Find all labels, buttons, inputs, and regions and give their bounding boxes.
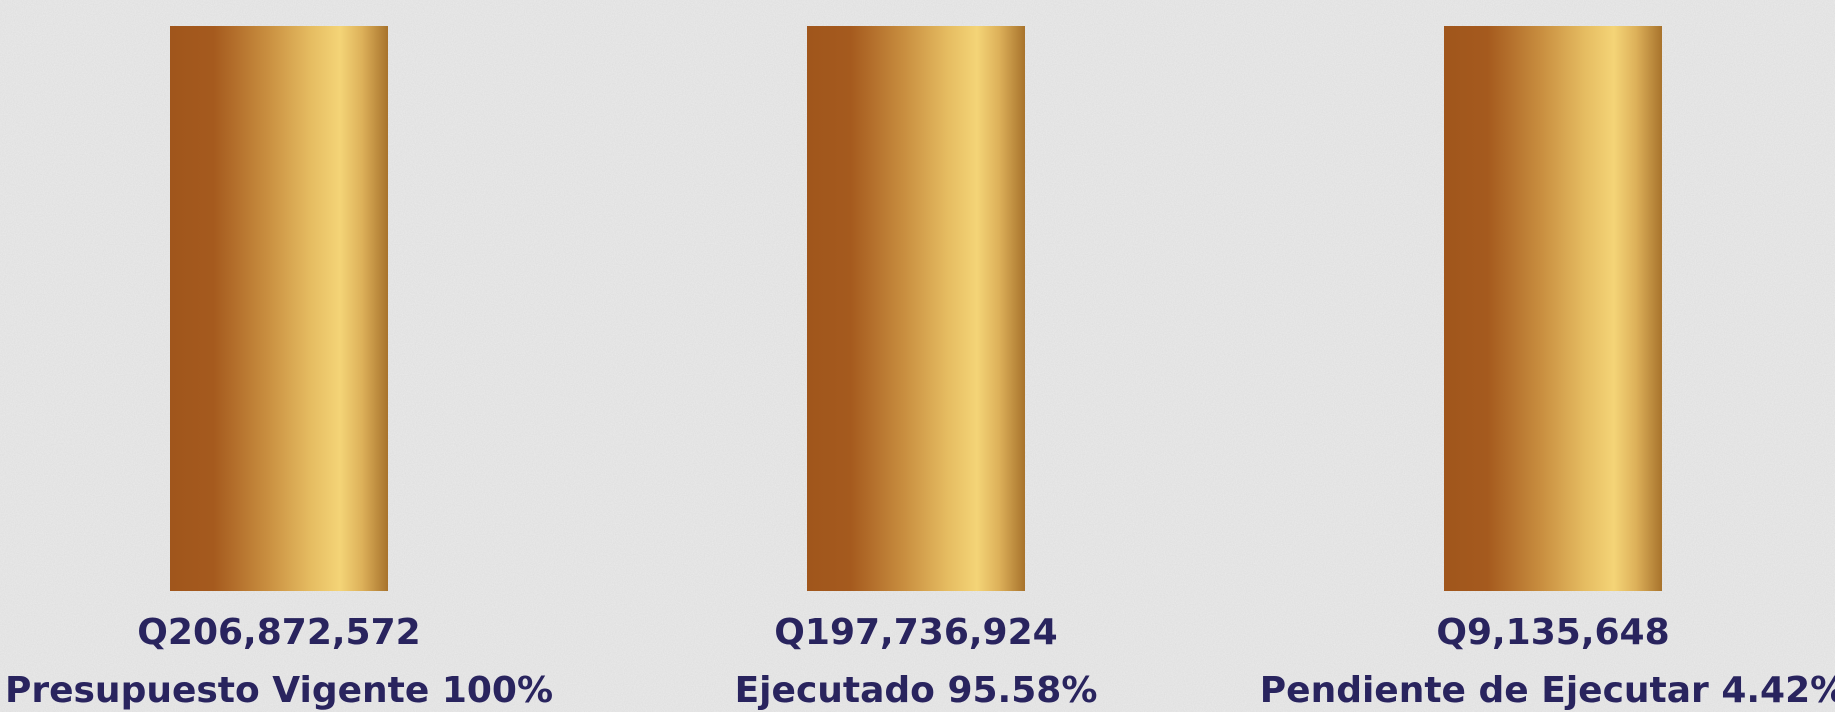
gold-bar	[807, 26, 1025, 591]
gold-bar	[170, 26, 388, 591]
amount: Q9,135,648	[1436, 612, 1670, 653]
label: Presupuesto Vigente 100%	[4, 670, 554, 711]
column: Q9,135,648 Pendiente de Ejecutar 4.42%	[1243, 0, 1835, 712]
label: Ejecutado 95.58%	[734, 670, 1098, 711]
column: Q206,872,572 Presupuesto Vigente 100%	[0, 0, 589, 712]
gold-bar	[1444, 26, 1662, 591]
amount: Q197,736,924	[774, 612, 1058, 653]
amount: Q206,872,572	[137, 612, 421, 653]
label: Pendiente de Ejecutar 4.42%	[1259, 670, 1835, 711]
column: Q197,736,924 Ejecutado 95.58%	[606, 0, 1226, 712]
